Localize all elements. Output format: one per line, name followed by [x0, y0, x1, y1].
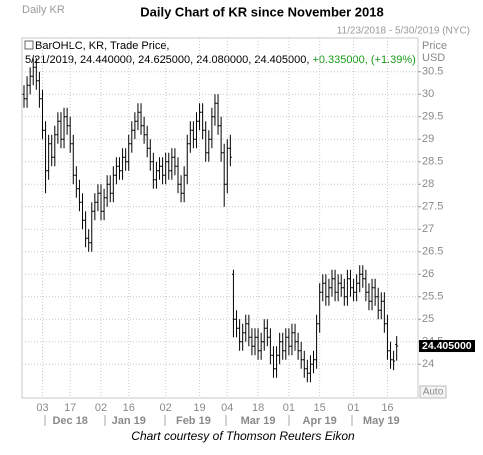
y-tick-label: 30 — [422, 88, 434, 100]
header-left: Daily KR — [22, 4, 65, 16]
y-tick-label: 30.5 — [422, 66, 443, 78]
auto-button-label[interactable]: Auto — [423, 387, 444, 398]
month-label: Feb 19 — [176, 415, 211, 427]
header-right: 11/23/2018 - 5/30/2019 (NYC) — [337, 26, 470, 37]
chart-title: Daily Chart of KR since November 2018 — [140, 4, 383, 19]
x-tick-label: 01 — [283, 402, 295, 414]
axis-title: Price — [422, 40, 447, 52]
y-tick-label: 24 — [422, 358, 434, 370]
x-tick-label: 16 — [123, 402, 135, 414]
y-tick-label: 26.5 — [422, 246, 443, 258]
x-tick-label: 02 — [95, 402, 107, 414]
y-tick-label: 28.5 — [422, 156, 443, 168]
auto-button[interactable] — [419, 385, 447, 399]
axis-unit: USD — [422, 52, 445, 64]
legend-icon — [24, 40, 34, 50]
month-separators — [44, 415, 353, 426]
caption: Chart courtesy of Thomson Reuters Eikon — [131, 429, 355, 443]
legend-values: 5/21/2019, 24.440000, 24.625000, 24.0800… — [25, 54, 309, 66]
x-tick-label: 17 — [64, 402, 76, 414]
y-tick-label: 29 — [422, 133, 434, 145]
legend-line1: BarOHLC, KR, Trade Price, — [35, 40, 170, 52]
grid — [22, 38, 418, 398]
x-tick-label: 01 — [347, 402, 359, 414]
y-tick-label: 26 — [422, 268, 434, 280]
month-label: Dec 18 — [52, 415, 87, 427]
y-tick-label: 27 — [422, 223, 434, 235]
legend-change: +0.335000, (+1.39%) — [312, 54, 415, 66]
y-tick-label: 25 — [422, 313, 434, 325]
y-tick-label: 27.5 — [422, 201, 443, 213]
y-tick-label: 28 — [422, 178, 434, 190]
x-tick-label: 16 — [381, 402, 393, 414]
month-label: Mar 19 — [241, 415, 276, 427]
month-label: Jan 19 — [112, 415, 146, 427]
x-tick-label: 19 — [193, 402, 205, 414]
y-tick-label: 29.5 — [422, 111, 443, 123]
month-label: Apr 19 — [303, 415, 337, 427]
month-label: May 19 — [363, 415, 400, 427]
legend-line2: 5/21/2019, 24.440000, 24.625000, 24.0800… — [25, 54, 416, 66]
plot-area — [21, 37, 419, 399]
x-tick-label: 03 — [36, 402, 48, 414]
last-price-label: 24.405000 — [422, 340, 472, 352]
x-tick-label: 02 — [160, 402, 172, 414]
x-tick-label: 15 — [314, 402, 326, 414]
bars — [22, 58, 399, 383]
x-tick-label: 18 — [252, 402, 264, 414]
x-tick-label: 04 — [221, 402, 233, 414]
y-tick-label: 25.5 — [422, 291, 443, 303]
last-price-box — [419, 340, 475, 353]
